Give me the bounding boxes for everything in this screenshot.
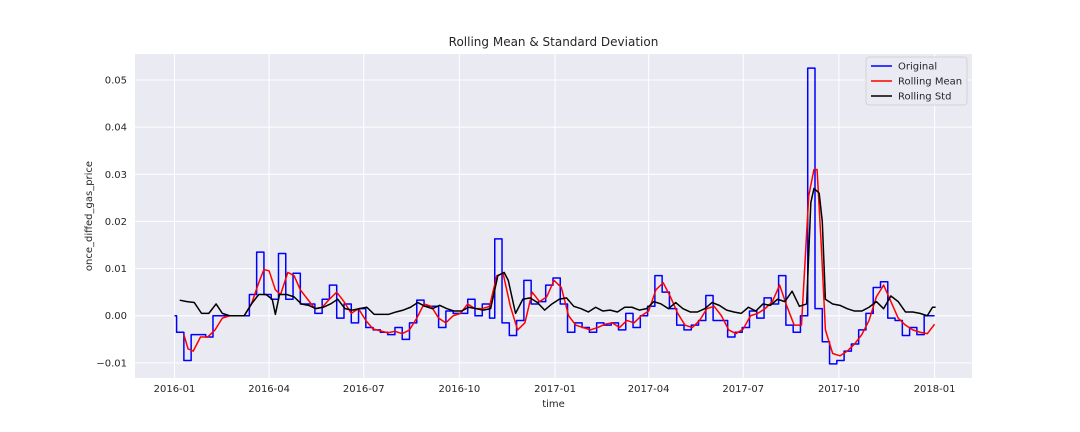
series-line-rolling-std <box>179 187 936 317</box>
x-tick-label: 2016-07 <box>343 384 385 395</box>
legend-frame <box>865 56 968 106</box>
y-tick-label: 0.00 <box>105 311 127 322</box>
y-tick-label: 0.05 <box>105 75 127 86</box>
x-axis-ticks: 2016-01 2016-04 2016-07 2016-10 2017-01 2017-… <box>154 384 956 395</box>
y-tick-label: −0.01 <box>96 358 127 369</box>
x-tick-label: 2016-01 <box>154 384 196 395</box>
x-tick-label: 2017-01 <box>534 384 576 395</box>
y-tick-label: 0.01 <box>105 264 127 275</box>
plot-area <box>135 54 972 378</box>
y-axis-label: once_diffed_gas_price <box>84 161 95 271</box>
chart-title: Rolling Mean & Standard Deviation <box>449 35 659 49</box>
series-layer <box>174 67 936 365</box>
x-tick-label: 2018-01 <box>914 384 956 395</box>
legend: Original Rolling Mean Rolling Std <box>865 56 968 106</box>
x-tick-label: 2016-04 <box>248 384 290 395</box>
x-axis-label: time <box>542 399 565 410</box>
x-tick-label: 2017-04 <box>628 384 670 395</box>
series-line-rolling-mean <box>183 168 936 357</box>
y-axis-ticks: −0.01 0.00 0.01 0.02 0.03 0.04 0.05 <box>96 75 127 369</box>
y-tick-label: 0.03 <box>105 170 127 181</box>
y-tick-label: 0.04 <box>105 123 127 134</box>
x-tick-label: 2017-07 <box>722 384 764 395</box>
y-tick-label: 0.02 <box>105 217 127 228</box>
x-tick-label: 2017-10 <box>818 384 860 395</box>
series-line-original <box>174 67 935 365</box>
legend-label-original: Original <box>898 62 937 73</box>
grid <box>135 54 972 378</box>
legend-label-rolling-std: Rolling Std <box>898 92 951 103</box>
x-tick-label: 2016-10 <box>439 384 481 395</box>
legend-label-rolling-mean: Rolling Mean <box>898 77 962 88</box>
